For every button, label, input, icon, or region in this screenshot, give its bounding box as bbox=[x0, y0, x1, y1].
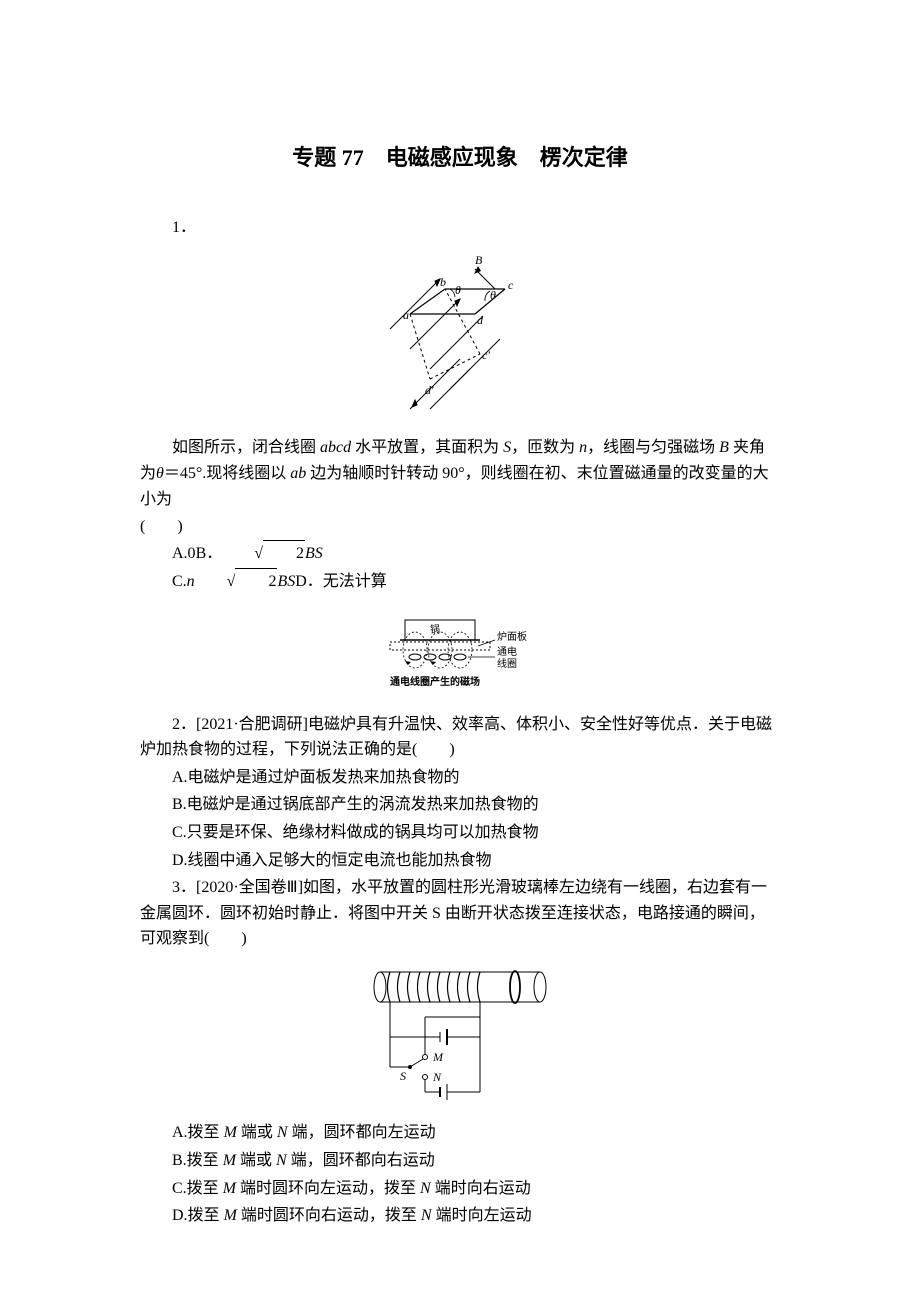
q1-figure: B a b c d θ θ c′ d′ bbox=[140, 249, 780, 428]
q3-option-a: A.拨至 M 端或 N 端，圆环都向左运动 bbox=[140, 1120, 780, 1146]
q2-option-d: D.线圈中通入足够大的恒定电流也能加热食物 bbox=[140, 848, 780, 874]
q2-option-a: A.电磁炉是通过炉面板发热来加热食物的 bbox=[140, 765, 780, 791]
q3-figure: M N S bbox=[140, 962, 780, 1111]
page-title: 专题 77 电磁感应现象 楞次定律 bbox=[140, 140, 780, 175]
q1-paren: ( ) bbox=[140, 514, 780, 540]
svg-text:d: d bbox=[477, 313, 484, 327]
svg-text:炉面板: 炉面板 bbox=[497, 630, 527, 643]
svg-text:c: c bbox=[508, 278, 514, 292]
q3-option-d: D.拨至 M 端时圆环向右运动，拨至 N 端时向左运动 bbox=[140, 1203, 780, 1229]
svg-text:B: B bbox=[475, 253, 483, 267]
svg-text:S: S bbox=[400, 1069, 406, 1083]
q3-text: 3．[2020·全国卷Ⅲ]如图，水平放置的圆柱形光滑玻璃棒左边绕有一线圈，右边套… bbox=[140, 875, 780, 952]
svg-text:通电线圈产生的磁场: 通电线圈产生的磁场 bbox=[390, 675, 480, 688]
q2-text: 2．[2021·合肥调研]电磁炉具有升温快、效率高、体积小、安全性好等优点．关于… bbox=[140, 712, 780, 763]
q2-figure: 锅 炉面板 通电 线圈 通电线圈产生的磁场 bbox=[140, 615, 780, 704]
svg-text:θ: θ bbox=[490, 288, 496, 302]
svg-text:M: M bbox=[432, 1050, 444, 1064]
svg-text:θ: θ bbox=[455, 283, 461, 297]
q1-option-ab: A.0B．√2BS bbox=[140, 540, 780, 567]
svg-text:线圈: 线圈 bbox=[497, 657, 517, 670]
q3-option-b: B.拨至 M 端或 N 端，圆环都向右运动 bbox=[140, 1148, 780, 1174]
svg-text:c′: c′ bbox=[482, 348, 490, 362]
svg-text:N: N bbox=[432, 1070, 442, 1084]
q1-option-cd: C.n√2BSD．无法计算 bbox=[140, 568, 780, 595]
svg-text:锅: 锅 bbox=[430, 624, 440, 636]
q2-option-c: C.只要是环保、绝缘材料做成的锅具均可以加热食物 bbox=[140, 820, 780, 846]
q3-option-c: C.拨至 M 端时圆环向左运动，拨至 N 端时向右运动 bbox=[140, 1176, 780, 1202]
svg-text:通电: 通电 bbox=[497, 645, 517, 658]
svg-text:a: a bbox=[403, 308, 409, 322]
q1-number: 1． bbox=[140, 215, 780, 241]
q1-text: 如图所示，闭合线圈 abcd 水平放置，其面积为 S，匝数为 n，线圈与匀强磁场… bbox=[140, 435, 780, 512]
svg-text:b: b bbox=[440, 275, 446, 289]
svg-text:d′: d′ bbox=[425, 383, 434, 397]
q2-option-b: B.电磁炉是通过锅底部产生的涡流发热来加热食物的 bbox=[140, 792, 780, 818]
